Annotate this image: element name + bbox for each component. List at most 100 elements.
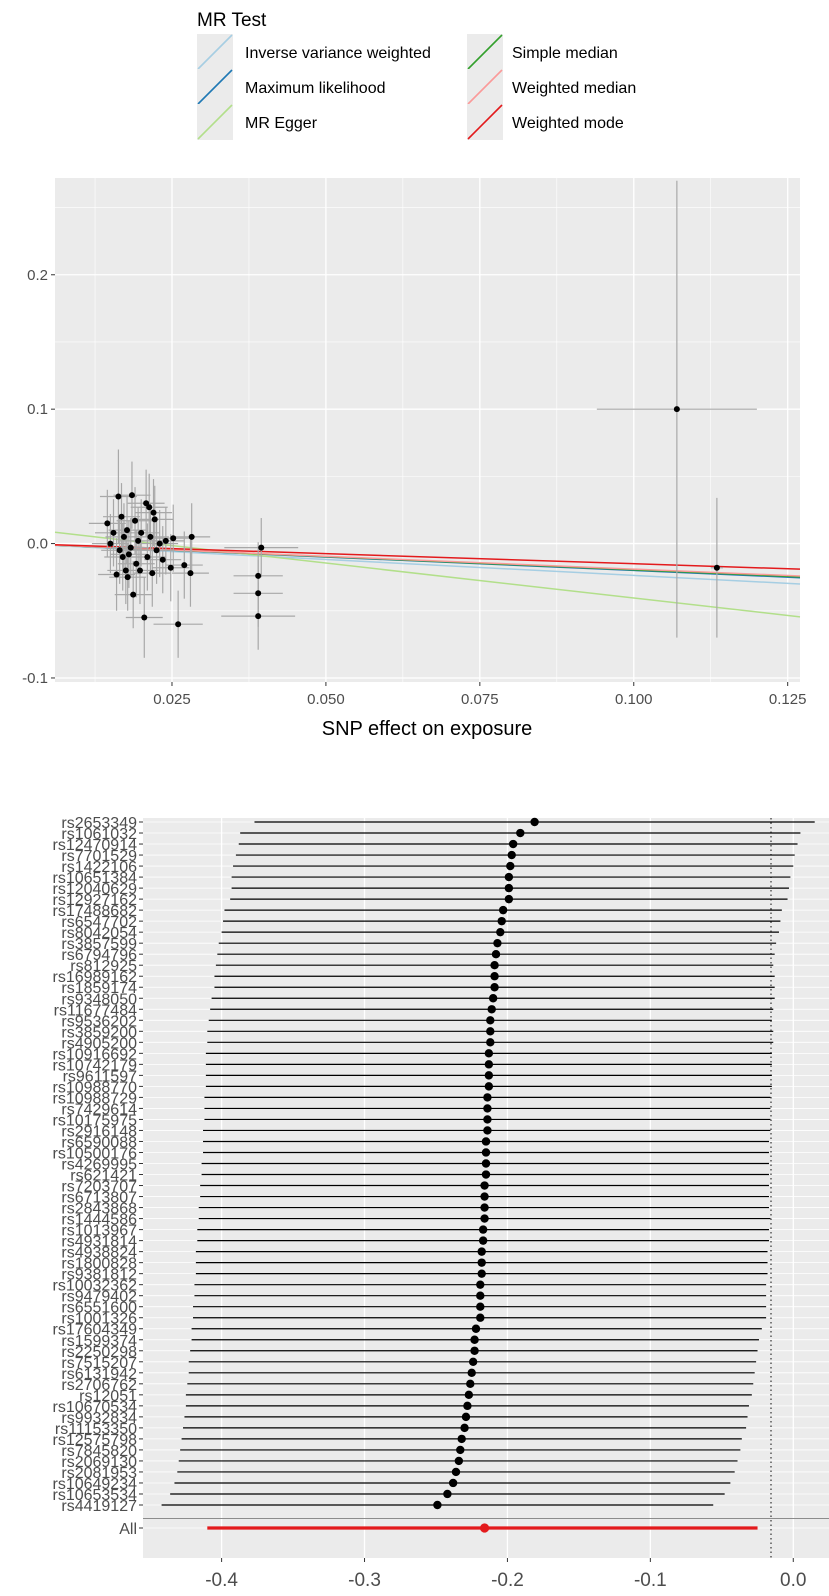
forest-estimate-point (470, 1335, 479, 1344)
forest-snp-label: rs10649234 (52, 1476, 137, 1493)
legend-keys: Inverse variance weighted Maximum likelih… (197, 34, 636, 140)
forest-snp-label: rs6590088 (61, 1134, 137, 1151)
mr-line-weighted-median (54, 544, 801, 577)
forest-snp-label: rs2843868 (61, 1201, 137, 1218)
forest-snp-label: rs2706762 (61, 1377, 137, 1394)
forest-estimate-point (466, 1379, 475, 1389)
snp-point (104, 520, 111, 527)
forest-estimate-point (504, 872, 514, 882)
snp-point (162, 537, 169, 544)
forest-snp-label: rs7429614 (61, 1101, 137, 1118)
scatter-x-axis-label: SNP effect on exposure (322, 718, 533, 740)
legend-line-inverse-variance-weighted (197, 34, 233, 70)
forest-snp-label: rs9932834 (61, 1410, 137, 1427)
forest-snp-label: rs10988770 (52, 1079, 137, 1096)
forest-estimate-point (498, 905, 508, 915)
snp-point (144, 554, 151, 561)
forest-snp-label: rs2653349 (61, 815, 137, 832)
snp-point (119, 554, 126, 561)
forest-estimate-point (448, 1478, 458, 1488)
scatter-x-tick-label: 0.075 (461, 691, 499, 708)
snp-point (122, 567, 129, 574)
snp-point (125, 551, 132, 558)
forest-estimate-point (483, 1126, 492, 1135)
forest-estimate-point (487, 1005, 496, 1014)
forest-estimate-point (464, 1390, 474, 1400)
forest-snp-label: rs17604349 (52, 1322, 137, 1339)
forest-estimate-point (507, 850, 516, 860)
forest-x-tick-label: 0.0 (780, 1570, 806, 1591)
forest-snp-label: rs11153350 (55, 1421, 137, 1438)
forest-estimate-point (480, 1203, 489, 1212)
forest-snp-label: rs1599374 (61, 1333, 137, 1350)
forest-estimate-point (481, 1170, 491, 1179)
forest-estimate-point (483, 1115, 492, 1124)
forest-estimate-point (484, 1082, 494, 1091)
snp-point (255, 613, 262, 620)
forest-estimate-point (486, 1027, 495, 1036)
forest-snp-label: rs10742179 (52, 1057, 137, 1074)
legend-label-mr-egger: MR Egger (245, 115, 318, 132)
mr-fit-lines (54, 531, 801, 618)
forest-snp-label: rs1422106 (61, 859, 137, 876)
scatter-plot: -0.10.00.10.2 0.025 0.050 0.075 0.100 0.125 … (22, 178, 806, 740)
forest-estimate-point (484, 1049, 494, 1058)
snp-point (110, 529, 117, 536)
scatter-y-tick-label: -0.1 (22, 670, 48, 687)
forest-snp-label: rs7203707 (61, 1179, 137, 1196)
scatter-y-ticks: -0.1 0.0 0.1 0.2 (22, 267, 55, 687)
snp-point (130, 591, 137, 598)
forest-snp-label: rs9536202 (61, 1013, 137, 1030)
snp-point (128, 492, 135, 499)
legend-line-simple-median (467, 34, 503, 70)
scatter-x-ticks: 0.025 0.050 0.075 0.100 0.125 (153, 682, 806, 708)
forest-estimate-point (480, 1192, 489, 1201)
snp-point (170, 535, 177, 542)
forest-estimate-point (490, 961, 499, 970)
forest-estimate-point (488, 994, 498, 1003)
scatter-panel-background (55, 178, 800, 682)
forest-estimate-point (443, 1489, 452, 1499)
legend-label-maximum-likelihood: Maximum likelihood (245, 80, 386, 97)
forest-snp-label: rs12575798 (52, 1432, 137, 1449)
forest-estimate-point (490, 983, 499, 992)
forest-estimate-point (461, 1412, 471, 1422)
forest-estimate-point (493, 938, 502, 948)
forest-estimate-point (457, 1434, 466, 1444)
forest-estimate-point (468, 1357, 478, 1366)
forest-snp-label: rs9479402 (61, 1289, 137, 1306)
forest-snp-label: rs1001326 (61, 1311, 137, 1328)
scatter-y-tick-label: 0.0 (27, 536, 48, 553)
forest-estimate-point (497, 916, 506, 926)
snp-point (150, 509, 157, 516)
forest-estimate-point (506, 861, 515, 871)
legend: MR Test Inverse variance weighted Maximum… (197, 10, 636, 140)
snp-point (107, 540, 114, 547)
snp-point (146, 504, 153, 511)
forest-estimate-point (508, 839, 518, 849)
forest-estimate-point (504, 894, 514, 904)
forest-snp-label: rs1859174 (61, 980, 137, 997)
forest-snp-label: rs10032362 (52, 1278, 137, 1295)
forest-snp-label: rs1013967 (61, 1223, 137, 1240)
scatter-y-tick-label: 0.1 (27, 401, 48, 418)
snp-point (258, 544, 265, 551)
forest-snp-label: rs812925 (70, 958, 137, 975)
forest-snp-label: rs4931814 (61, 1234, 137, 1251)
forest-estimate-point (463, 1401, 472, 1411)
forest-snp-labels: rs2653349rs1061032rs12470914rs7701529rs1… (52, 815, 143, 1515)
snp-point (113, 571, 120, 578)
forest-snp-label: rs2069130 (61, 1454, 137, 1471)
forest-estimate-point (530, 817, 539, 827)
forest-estimate-point (480, 1181, 489, 1190)
forest-estimate-point (477, 1247, 486, 1256)
forest-snp-label: rs6713807 (61, 1190, 137, 1207)
forest-estimate-point (481, 1148, 491, 1157)
forest-snp-label: rs6794796 (61, 947, 137, 964)
forest-estimate-point (460, 1423, 469, 1433)
mr-line-inverse-variance-weighted (54, 544, 801, 585)
legend-line-weighted-median (467, 69, 503, 105)
forest-estimate-point (476, 1302, 485, 1311)
snp-point (135, 537, 142, 544)
snp-point (181, 562, 188, 569)
